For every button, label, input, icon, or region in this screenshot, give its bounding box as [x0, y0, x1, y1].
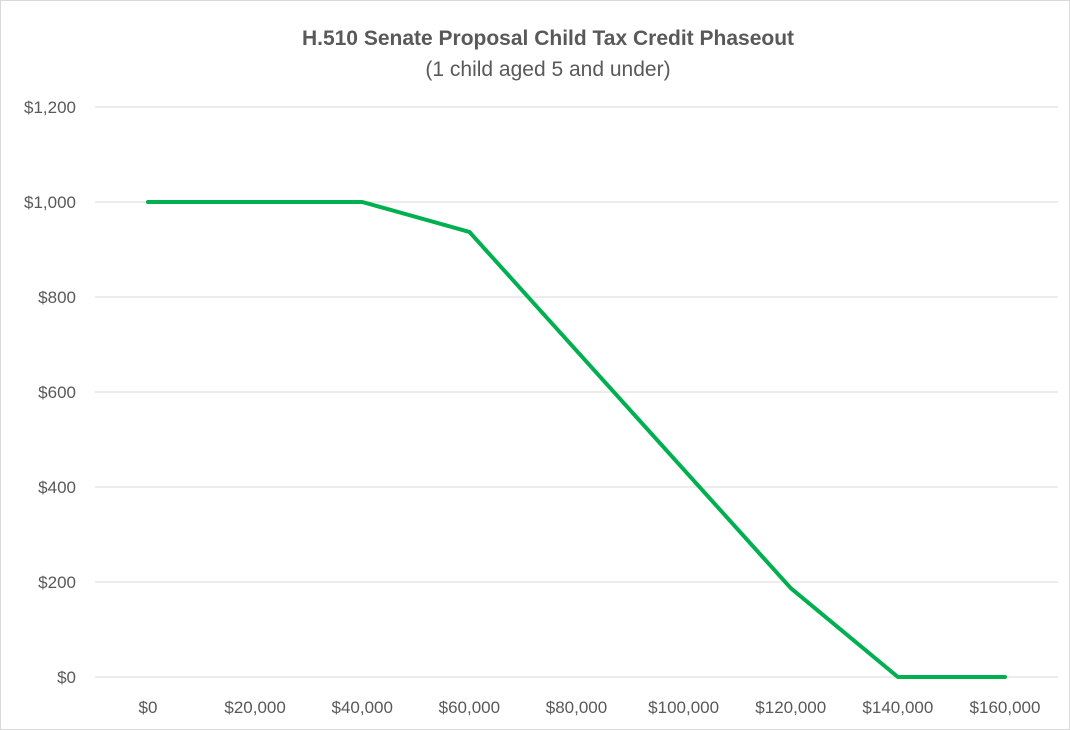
y-tick-label: $800: [38, 288, 76, 307]
x-tick-label: $160,000: [970, 698, 1041, 717]
gridlines: [95, 106, 1058, 678]
x-tick-label: $40,000: [332, 698, 393, 717]
x-tick-label: $80,000: [546, 698, 607, 717]
x-tick-label: $140,000: [862, 698, 933, 717]
x-tick-label: $60,000: [439, 698, 500, 717]
x-axis-ticks: $0 $20,000 $40,000 $60,000 $80,000 $100,000 $1…: [139, 698, 1041, 717]
x-tick-label: $100,000: [648, 698, 719, 717]
series-layer: [146, 200, 1007, 679]
y-axis-ticks: $0 $200 $400 $600 $800 $1,000 $1,200: [24, 98, 76, 687]
x-tick-label: $120,000: [755, 698, 826, 717]
x-tick-label: $0: [139, 698, 158, 717]
series-line: [146, 200, 1007, 679]
y-tick-label: $1,000: [24, 193, 76, 212]
chart-subtitle: (1 child aged 5 and under): [425, 58, 670, 81]
chart-title: H.510 Senate Proposal Child Tax Credit P…: [302, 27, 794, 50]
x-tick-label: $20,000: [224, 698, 285, 717]
y-tick-label: $400: [38, 478, 76, 497]
y-tick-label: $1,200: [24, 98, 76, 117]
y-tick-label: $200: [38, 573, 76, 592]
y-tick-label: $600: [38, 383, 76, 402]
y-tick-label: $0: [57, 668, 76, 687]
